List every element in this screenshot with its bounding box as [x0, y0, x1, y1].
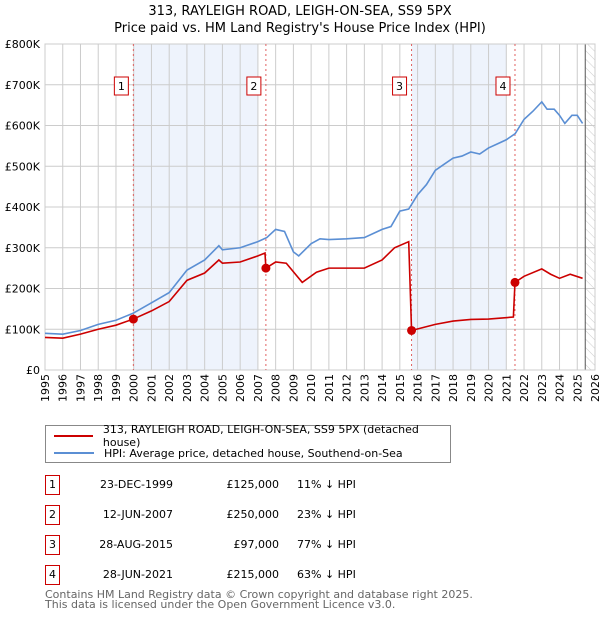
- legend-swatch-property: [54, 435, 93, 437]
- x-tick-label: 2008: [270, 374, 283, 402]
- y-tick-label: £500K: [5, 160, 41, 173]
- sale-price: £215,000: [226, 568, 280, 581]
- x-tick-label: 2020: [483, 374, 496, 402]
- x-tick-label: 2026: [589, 374, 600, 402]
- x-tick-label: 2001: [145, 374, 158, 402]
- sale-marker-badge: 4: [45, 565, 60, 585]
- sale-marker-box: [113, 76, 129, 96]
- plot-border: [44, 43, 596, 371]
- sale-date: 23-DEC-1999: [99, 478, 173, 491]
- sale-hpi-diff: 63% ↓ HPI: [297, 568, 356, 581]
- sale-row: 3 28-AUG-2015 £97,000 77% ↓ HPI: [45, 535, 465, 555]
- x-tick-label: 2010: [305, 374, 318, 402]
- x-tick-label: 2009: [287, 374, 300, 402]
- x-tick-label: 2000: [128, 374, 141, 402]
- sale-marker-box: [495, 76, 511, 96]
- sale-marker-label: 4: [499, 80, 506, 93]
- y-tick-label: £700K: [5, 79, 41, 92]
- sale-hpi-diff: 23% ↓ HPI: [297, 508, 356, 521]
- sale-date: 12-JUN-2007: [102, 508, 173, 521]
- y-tick-label: £800K: [5, 38, 41, 51]
- sale-marker-label: 3: [396, 80, 403, 93]
- x-tick-label: 2005: [216, 374, 229, 402]
- sale-date: 28-JUN-2021: [102, 568, 173, 581]
- sale-point: [510, 277, 520, 287]
- sale-point: [261, 263, 271, 273]
- x-tick-label: 2018: [447, 374, 460, 402]
- y-tick-label: £400K: [5, 201, 41, 214]
- sale-date: 28-AUG-2015: [99, 538, 173, 551]
- sale-marker-badge: 3: [45, 535, 60, 555]
- sale-hpi-diff: 11% ↓ HPI: [297, 478, 356, 491]
- x-tick-label: 2011: [323, 374, 336, 402]
- footer-line-1: Contains HM Land Registry data © Crown c…: [45, 588, 473, 601]
- footer: Contains HM Land Registry data © Crown c…: [45, 588, 473, 611]
- legend-item-property: 313, RAYLEIGH ROAD, LEIGH-ON-SEA, SS9 5P…: [54, 423, 450, 449]
- x-tick-label: 2016: [412, 374, 425, 402]
- x-tick-label: 2002: [163, 374, 176, 402]
- x-tick-label: 2007: [252, 374, 265, 402]
- series-line-property: [44, 240, 583, 340]
- y-tick-label: £0: [26, 364, 40, 377]
- x-tick-label: 2004: [199, 374, 212, 402]
- x-tick-label: 2023: [536, 374, 549, 402]
- sale-point: [128, 314, 138, 324]
- chart-subtitle: Price paid vs. HM Land Registry's House …: [114, 21, 486, 36]
- legend-label-hpi: HPI: Average price, detached house, Sout…: [104, 446, 403, 460]
- sale-marker-badge: 2: [45, 505, 60, 525]
- sale-row: 4 28-JUN-2021 £215,000 63% ↓ HPI: [45, 565, 465, 585]
- sale-point: [407, 325, 417, 335]
- sale-row: 1 23-DEC-1999 £125,000 11% ↓ HPI: [45, 475, 465, 495]
- chart-title: 313, RAYLEIGH ROAD, LEIGH-ON-SEA, SS9 5P…: [148, 4, 452, 19]
- x-tick-label: 1996: [57, 374, 70, 402]
- sale-price: £97,000: [233, 538, 280, 551]
- x-tick-label: 2025: [571, 374, 584, 402]
- sale-marker-box: [392, 76, 408, 96]
- x-tick-label: 2006: [234, 374, 247, 402]
- x-tick-label: 2019: [465, 374, 478, 402]
- y-tick-label: £200K: [5, 283, 41, 296]
- sale-marker-label: 2: [250, 80, 257, 93]
- legend-label-property: 313, RAYLEIGH ROAD, LEIGH-ON-SEA, SS9 5P…: [102, 423, 419, 449]
- x-tick-label: 2012: [341, 374, 354, 402]
- x-tick-label: 1995: [39, 374, 52, 402]
- legend-item-hpi: HPI: Average price, detached house, Sout…: [54, 445, 403, 461]
- sale-row: 2 12-JUN-2007 £250,000 23% ↓ HPI: [45, 505, 465, 525]
- legend-swatch-hpi: [54, 452, 94, 454]
- x-tick-label: 1998: [92, 374, 105, 402]
- series-line-hpi: [44, 100, 584, 335]
- x-tick-label: 1999: [110, 374, 123, 402]
- sale-price: £250,000: [226, 508, 280, 521]
- x-tick-label: 2003: [181, 374, 194, 402]
- x-tick-label: 2017: [429, 374, 442, 402]
- x-tick-label: 1997: [74, 374, 87, 402]
- y-tick-label: £300K: [5, 242, 41, 255]
- sale-price: £125,000: [226, 478, 280, 491]
- price-chart: 1995 1996 1997 1998 1999 2000 2001 2002 2003 2004…: [5, 38, 600, 402]
- x-tick-label: 2022: [518, 374, 531, 402]
- x-tick-label: 2014: [376, 374, 389, 402]
- x-tick-label: 2013: [358, 374, 371, 402]
- x-tick-label: 2024: [554, 374, 567, 402]
- y-tick-label: £100K: [5, 323, 41, 336]
- sale-marker-box: [246, 76, 262, 96]
- sale-marker-label: 1: [118, 80, 125, 93]
- sale-marker-badge: 1: [45, 475, 60, 495]
- footer-line-2: This data is licensed under the Open Gov…: [45, 598, 396, 611]
- x-tick-label: 2021: [500, 374, 513, 402]
- legend: 313, RAYLEIGH ROAD, LEIGH-ON-SEA, SS9 5P…: [45, 423, 451, 463]
- sale-hpi-diff: 77% ↓ HPI: [297, 538, 356, 551]
- y-tick-label: £600K: [5, 120, 41, 133]
- x-tick-label: 2015: [394, 374, 407, 402]
